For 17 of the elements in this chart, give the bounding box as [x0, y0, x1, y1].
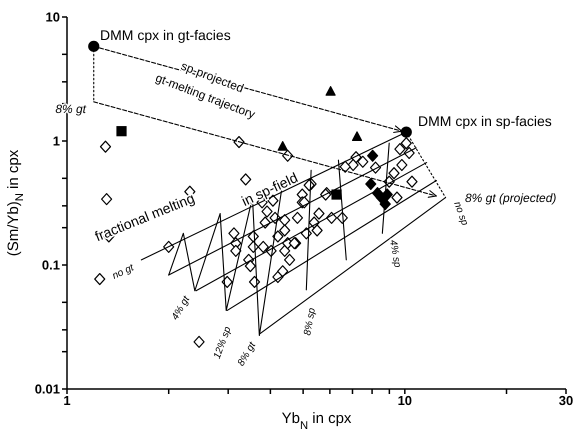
annotation: 8% gt [236, 339, 258, 368]
y-tick-label: 0.1 [42, 258, 60, 273]
annotation: no gt [110, 262, 136, 282]
x-tick-label: 10 [398, 393, 412, 408]
y-tick-label: 10 [46, 10, 60, 25]
annotation: 12% sp [212, 324, 234, 360]
annotation: 4% gt [170, 293, 192, 322]
annotation: DMM cpx in sp-facies [418, 112, 552, 129]
y-tick-label: 0.01 [34, 382, 60, 397]
annotation: DMM cpx in gt-facies [100, 26, 231, 43]
annotation: 4% sp [387, 239, 404, 269]
annotation: 8% sp [302, 306, 318, 336]
x-tick-label: 30 [558, 393, 574, 408]
x-axis-title: Yb$_{N}$ in cpx [282, 410, 352, 432]
annotation: 8% gt (projected) [465, 191, 556, 206]
y-tick-label: 1 [52, 134, 60, 149]
x-tick-label: 1 [63, 393, 71, 408]
